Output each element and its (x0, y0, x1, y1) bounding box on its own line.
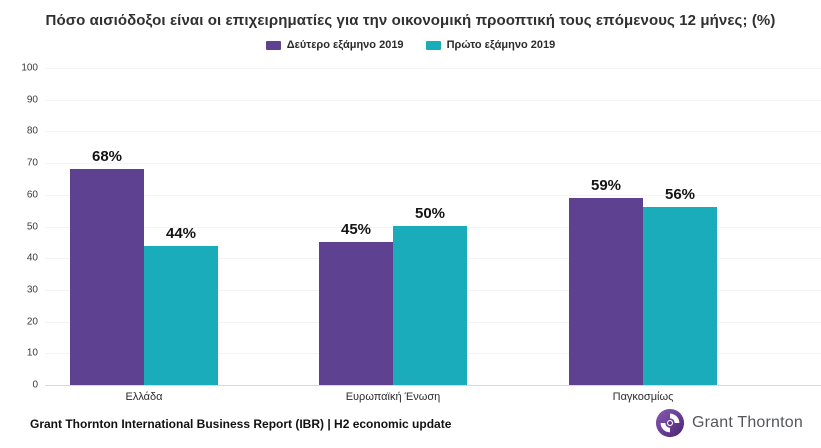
y-tick-label: 50 (26, 221, 38, 232)
grant-thornton-logo: Grant Thornton (655, 408, 803, 438)
y-tick-label: 30 (26, 284, 38, 296)
gridline (45, 99, 821, 101)
bar-value-label: 44% (165, 225, 197, 242)
bar-value-label: 50% (414, 205, 446, 222)
y-tick-label: 80 (26, 125, 38, 137)
gridline (45, 163, 821, 165)
source-note: Grant Thornton International Business Re… (30, 417, 452, 431)
plot-area: 0 10 20 30 40 50 60 70 80 90 100 68% 44% Ελλάδα 45% 50%… (21, 63, 821, 403)
legend: Δεύτερο εξάμηνο 2019 Πρώτο εξάμηνο 2019 (0, 39, 821, 51)
legend-label: Δεύτερο εξάμηνο 2019 (286, 39, 404, 51)
y-tick-label: 100 (21, 62, 38, 74)
bar-value-label: 56% (664, 186, 696, 203)
legend-label: Πρώτο εξάμηνο 2019 (446, 39, 556, 51)
legend-swatch-teal (425, 40, 441, 50)
bar-πρώτο-εξάμηνο-2019 (393, 226, 467, 385)
chart-title: Πόσο αισιόδοξοι είναι οι επιχειρηματίες … (45, 12, 776, 29)
grant-thornton-pinwheel-icon (655, 408, 685, 438)
gridline (45, 131, 821, 133)
gridline (45, 68, 821, 69)
y-tick-label: 70 (26, 157, 38, 169)
bar-δεύτερο-εξάμηνο-2019 (70, 169, 144, 385)
legend-item-second-half-2019: Δεύτερο εξάμηνο 2019 (265, 39, 404, 51)
category-label: Ευρωπαϊκή Ένωση (345, 391, 441, 403)
legend-swatch-purple (265, 40, 281, 50)
gridline (45, 194, 821, 196)
x-axis-line (45, 385, 821, 386)
category-label: Ελλάδα (125, 391, 163, 403)
y-tick-label: 0 (32, 379, 38, 391)
y-tick-label: 40 (26, 252, 38, 264)
bar-πρώτο-εξάμηνο-2019 (643, 207, 717, 385)
bar-δεύτερο-εξάμηνο-2019 (569, 198, 643, 385)
category-label: Παγκοσμίως (612, 391, 674, 403)
bar-value-label: 59% (590, 177, 622, 194)
bar-πρώτο-εξάμηνο-2019 (144, 246, 218, 385)
y-tick-label: 60 (26, 189, 38, 201)
y-tick-label: 20 (26, 316, 38, 328)
y-tick-label: 10 (26, 347, 38, 359)
bar-value-label: 45% (340, 221, 372, 238)
logo-text: Grant Thornton (691, 414, 803, 431)
bar-δεύτερο-εξάμηνο-2019 (319, 242, 393, 385)
y-tick-label: 90 (26, 94, 38, 106)
bar-value-label: 68% (91, 148, 123, 165)
legend-item-first-half-2019: Πρώτο εξάμηνο 2019 (425, 39, 556, 51)
